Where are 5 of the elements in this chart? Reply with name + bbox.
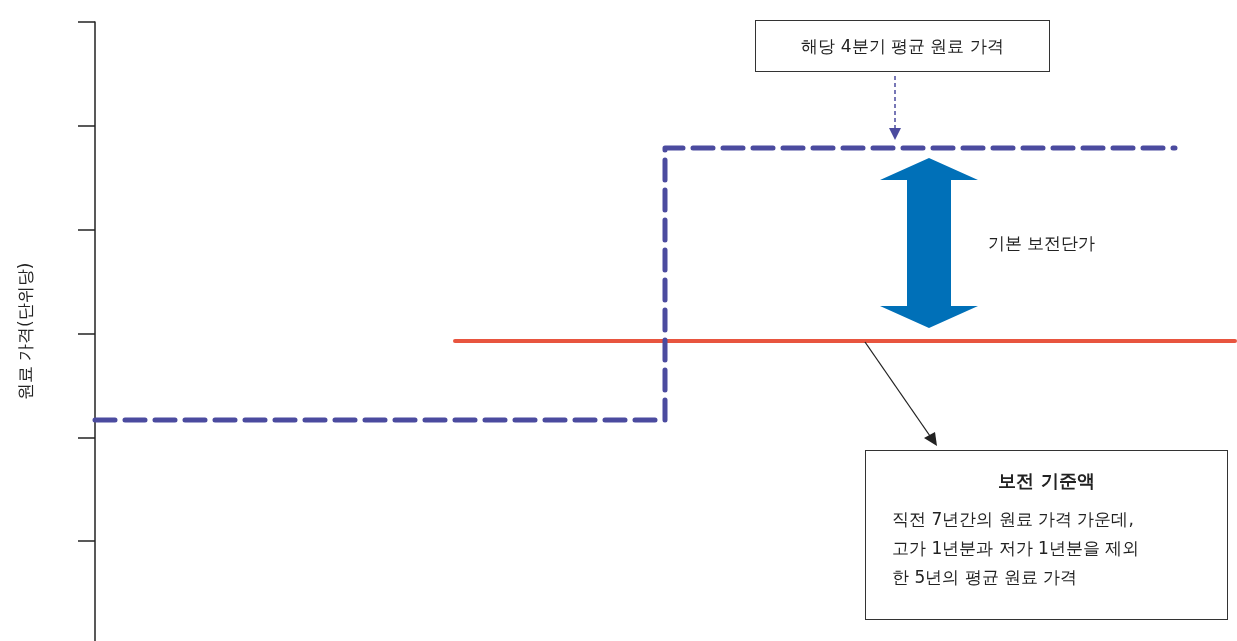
text: 직전 7년간의 원료 가격 가운데, 고가 1년분과 저가 1년분을 제외 한 5년의 평균 원료 가격 — [892, 508, 1141, 589]
annotation: 기본 보전단가 — [988, 232, 1096, 255]
y-axis-title: 원료 가격(단위당) — [14, 262, 35, 401]
text: 해당 4분기 평균 원료 가격 — [755, 20, 1050, 72]
text: 보전 기준액 — [997, 469, 1096, 493]
